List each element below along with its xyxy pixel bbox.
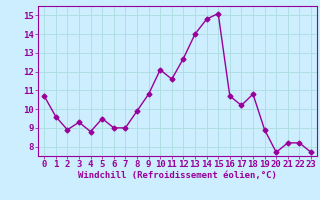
X-axis label: Windchill (Refroidissement éolien,°C): Windchill (Refroidissement éolien,°C) (78, 171, 277, 180)
